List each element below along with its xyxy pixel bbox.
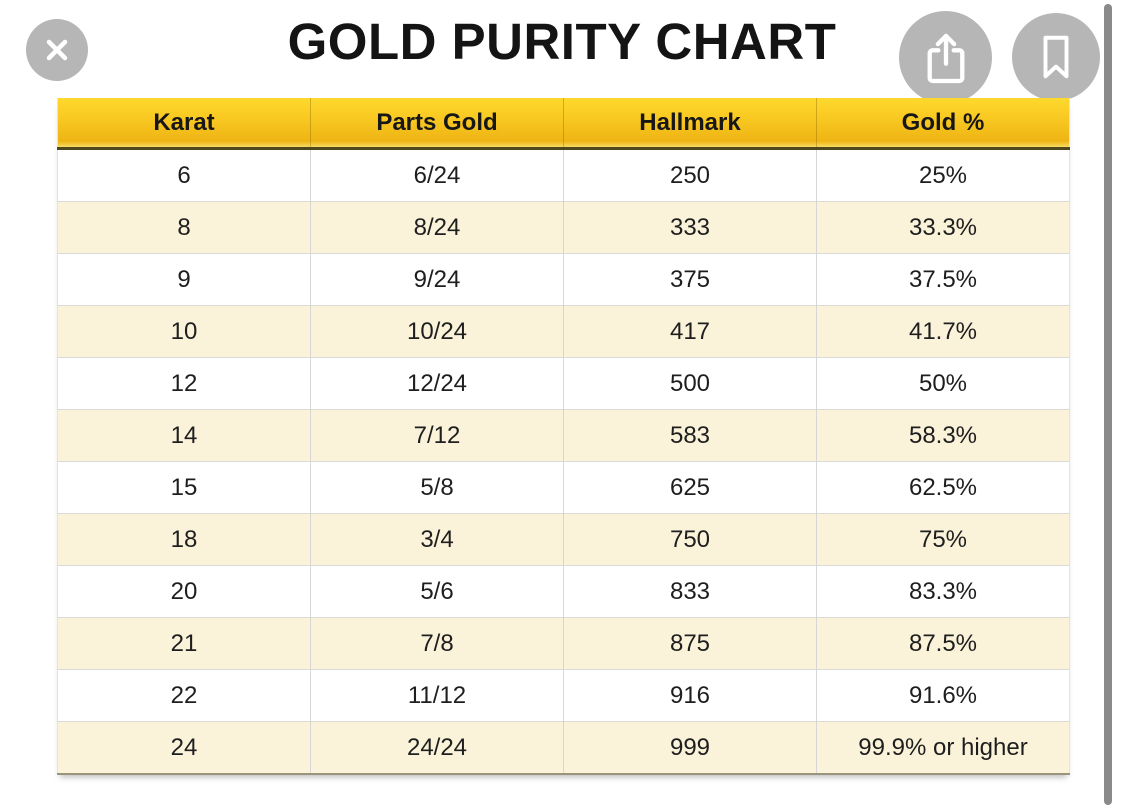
header-row: Karat Parts Gold Hallmark Gold % <box>57 98 1070 150</box>
table-row: 24 24/24 999 99.9% or higher <box>57 721 1070 774</box>
table-cell: 24/24 <box>310 721 564 774</box>
share-button[interactable] <box>899 11 992 104</box>
table-row: 8 8/24 333 33.3% <box>57 201 1070 254</box>
table-cell: 10/24 <box>310 305 564 358</box>
page-title: GOLD PURITY CHART <box>287 13 837 70</box>
table-row: 9 9/24 375 37.5% <box>57 253 1070 306</box>
table-cell: 12/24 <box>310 357 564 410</box>
share-icon <box>927 33 964 83</box>
table-cell: 833 <box>563 565 817 618</box>
table-cell: 500 <box>563 357 817 410</box>
table-cell: 7/12 <box>310 409 564 462</box>
table-cell: 25% <box>816 148 1070 202</box>
table-cell: 50% <box>816 357 1070 410</box>
table-cell: 87.5% <box>816 617 1070 670</box>
table-cell: 8/24 <box>310 201 564 254</box>
table-header: Karat Parts Gold Hallmark Gold % <box>57 98 1070 150</box>
table-cell: 20 <box>57 565 311 618</box>
table-row: 15 5/8 625 62.5% <box>57 461 1070 514</box>
table-row: 6 6/24 250 25% <box>57 148 1070 202</box>
table-cell: 875 <box>563 617 817 670</box>
table-body: 6 6/24 250 25% 8 8/24 333 33.3% 9 9/24 375 37.5% 10 1… <box>57 148 1070 774</box>
table-cell: 375 <box>563 253 817 306</box>
table-cell: 21 <box>57 617 311 670</box>
table-row: 18 3/4 750 75% <box>57 513 1070 566</box>
close-button[interactable] <box>26 19 88 81</box>
table-cell: 5/6 <box>310 565 564 618</box>
table-cell: 3/4 <box>310 513 564 566</box>
table-cell: 11/12 <box>310 669 564 722</box>
table-row: 14 7/12 583 58.3% <box>57 409 1070 462</box>
close-icon <box>46 39 68 61</box>
column-header: Parts Gold <box>310 98 564 150</box>
table-cell: 33.3% <box>816 201 1070 254</box>
table-cell: 22 <box>57 669 311 722</box>
table-cell: 750 <box>563 513 817 566</box>
table-cell: 62.5% <box>816 461 1070 514</box>
table-row: 22 11/12 916 91.6% <box>57 669 1070 722</box>
table-cell: 417 <box>563 305 817 358</box>
table-cell: 250 <box>563 148 817 202</box>
table-row: 20 5/6 833 83.3% <box>57 565 1070 618</box>
table-cell: 58.3% <box>816 409 1070 462</box>
column-header: Gold % <box>816 98 1070 150</box>
table-row: 21 7/8 875 87.5% <box>57 617 1070 670</box>
scrollbar[interactable] <box>1104 4 1112 805</box>
table-cell: 99.9% or higher <box>816 721 1070 774</box>
table-cell: 41.7% <box>816 305 1070 358</box>
table-cell: 24 <box>57 721 311 774</box>
table-cell: 75% <box>816 513 1070 566</box>
table-cell: 91.6% <box>816 669 1070 722</box>
table-cell: 6 <box>57 148 311 202</box>
table-cell: 10 <box>57 305 311 358</box>
table-cell: 5/8 <box>310 461 564 514</box>
gold-purity-table: Karat Parts Gold Hallmark Gold % 6 6/24 250 25… <box>57 98 1070 775</box>
table-row: 12 12/24 500 50% <box>57 357 1070 410</box>
table-cell: 9/24 <box>310 253 564 306</box>
table-cell: 37.5% <box>816 253 1070 306</box>
column-header: Karat <box>57 98 311 150</box>
table-cell: 7/8 <box>310 617 564 670</box>
table-cell: 83.3% <box>816 565 1070 618</box>
bookmark-button[interactable] <box>1012 13 1100 101</box>
table-row: 10 10/24 417 41.7% <box>57 305 1070 358</box>
table-cell: 15 <box>57 461 311 514</box>
table-cell: 625 <box>563 461 817 514</box>
table-cell: 583 <box>563 409 817 462</box>
table-cell: 333 <box>563 201 817 254</box>
column-header: Hallmark <box>563 98 817 150</box>
bookmark-icon <box>1043 35 1069 79</box>
table-cell: 12 <box>57 357 311 410</box>
table-cell: 14 <box>57 409 311 462</box>
table-cell: 6/24 <box>310 148 564 202</box>
table-cell: 9 <box>57 253 311 306</box>
table-cell: 8 <box>57 201 311 254</box>
table-cell: 916 <box>563 669 817 722</box>
table-cell: 18 <box>57 513 311 566</box>
table-cell: 999 <box>563 721 817 774</box>
